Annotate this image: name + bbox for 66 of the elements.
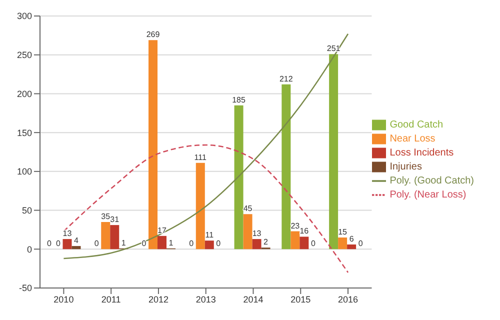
data-label: 16	[300, 226, 310, 236]
bar	[282, 84, 291, 250]
y-tick-label: 250	[16, 50, 32, 60]
bar	[338, 237, 348, 250]
y-tick-label: 0	[26, 244, 32, 254]
legend-label: Poly. (Good Catch)	[390, 176, 474, 187]
data-label: 13	[62, 229, 72, 238]
bar	[110, 225, 120, 250]
x-tick-label: 2016	[338, 294, 358, 304]
x-tick-label: 2015	[290, 294, 311, 304]
data-label: 0	[358, 239, 364, 248]
y-tick-label: 50	[22, 205, 32, 216]
data-label: 1	[121, 238, 126, 248]
data-label: 2	[264, 238, 269, 247]
x-tick-label: 2013	[196, 294, 216, 304]
data-label: 4	[74, 236, 80, 246]
data-label: 1	[168, 238, 174, 248]
data-label: 23	[290, 221, 300, 230]
bar	[204, 240, 214, 250]
data-label: 269	[146, 30, 160, 40]
x-tick-label: 2010	[54, 294, 74, 304]
data-label: 212	[279, 74, 294, 84]
data-label: 31	[110, 215, 120, 224]
legend-label: Good Catch	[390, 120, 444, 131]
bar	[72, 246, 81, 250]
bar	[329, 54, 338, 250]
data-label: 0	[216, 239, 222, 248]
data-label: 0	[310, 239, 316, 248]
legend-label: Near Loss	[390, 134, 436, 145]
bar	[290, 231, 300, 250]
bar	[234, 105, 244, 250]
x-tick-label: 2014	[243, 294, 264, 304]
data-label: 13	[252, 229, 262, 238]
data-label: 111	[194, 152, 208, 162]
data-label: 0	[189, 239, 194, 248]
y-tick-label: 300	[16, 11, 32, 22]
bar	[148, 40, 158, 250]
data-label: 17	[158, 226, 168, 235]
data-label: 185	[232, 95, 246, 104]
legend-label: Injuries	[390, 162, 422, 173]
y-tick-label: 200	[16, 88, 32, 99]
line-series	[63, 144, 349, 274]
data-label: 15	[338, 227, 348, 236]
data-label: 0	[56, 239, 62, 248]
data-label: 35	[101, 212, 111, 221]
bar	[252, 239, 262, 250]
line-series	[63, 33, 349, 260]
legend-label: Poly. (Near Loss)	[390, 190, 466, 201]
data-label: 0	[47, 239, 52, 248]
x-tick-label: 2012	[148, 294, 168, 304]
bar	[62, 239, 72, 250]
bar	[243, 214, 252, 250]
y-tick-label: 100	[16, 166, 32, 177]
data-label: 0	[94, 239, 100, 248]
bar	[196, 162, 205, 250]
y-tick-label: -50	[18, 283, 32, 294]
x-tick-label: 2011	[101, 294, 121, 304]
data-label: 6	[349, 234, 354, 244]
data-label: 11	[205, 230, 214, 240]
y-tick-label: 150	[16, 128, 32, 138]
data-label: 45	[243, 204, 253, 214]
bar	[101, 222, 110, 250]
legend-label: Loss Incidents	[390, 148, 454, 159]
bar	[347, 244, 356, 250]
bar	[158, 236, 167, 250]
bar	[300, 236, 309, 250]
